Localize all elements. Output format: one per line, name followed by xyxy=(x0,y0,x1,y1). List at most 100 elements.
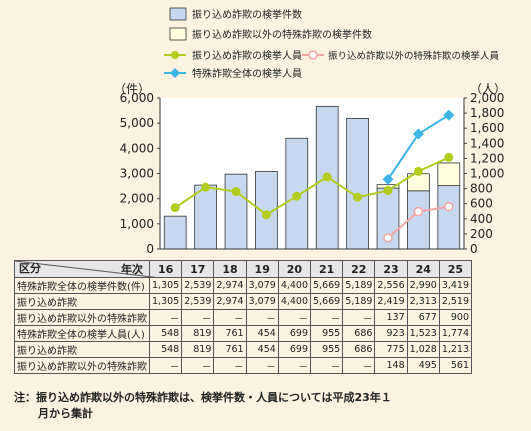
year-header: 16 xyxy=(148,260,183,278)
table-cell: 686 xyxy=(342,341,376,358)
other-arrests-point xyxy=(444,201,454,212)
table-cell: 4,400 xyxy=(277,277,312,294)
table-cell: 454 xyxy=(245,325,279,342)
furikome-arrests-point xyxy=(201,182,211,192)
table-cell: 1,305 xyxy=(148,293,183,310)
legend-label-furikome-cases: 振り込め詐欺の検挙件数 xyxy=(192,8,302,21)
table-cell: 775 xyxy=(374,341,408,358)
right-tick-label: 200 xyxy=(470,227,493,241)
table-cell: 955 xyxy=(310,341,344,358)
table-cell: 2,519 xyxy=(438,293,473,310)
table-cell: 2,990 xyxy=(406,277,440,294)
right-tick-label: 1,200 xyxy=(470,151,504,165)
year-header: 19 xyxy=(245,260,279,278)
right-tick-label: 0 xyxy=(470,242,478,256)
year-header: 20 xyxy=(277,260,312,278)
left-tick-label: 5,000 xyxy=(120,116,154,130)
indent-spacer xyxy=(14,357,15,374)
table-cell: 2,313 xyxy=(406,293,440,310)
table-cell: 2,974 xyxy=(213,293,247,310)
furikome-arrests-line xyxy=(174,156,450,216)
furikome-arrests-point xyxy=(383,185,393,195)
legend-marker-total-arrests xyxy=(170,68,180,78)
total-arrests-point xyxy=(382,173,394,185)
table-cell: 5,189 xyxy=(342,293,376,310)
right-tick-label: 1,000 xyxy=(470,167,504,181)
table-cell: 3,079 xyxy=(245,293,279,310)
year-header: 24 xyxy=(406,260,440,278)
left-tick-label: 0 xyxy=(146,242,154,256)
table-cell: 561 xyxy=(438,357,473,374)
right-tick-label: 600 xyxy=(470,197,493,211)
table-cell: 699 xyxy=(277,341,312,358)
table-cell: 148 xyxy=(374,357,408,374)
table-cell: 686 xyxy=(342,325,376,342)
table-cell: 923 xyxy=(374,325,408,342)
table-cell: － xyxy=(342,309,376,326)
bar-furikome xyxy=(224,173,248,250)
table-cell: 3,419 xyxy=(438,277,473,294)
table-cell: － xyxy=(213,309,247,326)
legend-swatch-furikome-cases xyxy=(169,7,187,21)
table-cell: 5,189 xyxy=(342,277,376,294)
table-row: 振り込め詐欺以外の特殊詐欺－－－－－－－ 148 495 561 xyxy=(14,357,473,374)
table-cell: － xyxy=(342,357,376,374)
year-header: 21 xyxy=(310,260,344,278)
legend-label-furikome-arrests: 振り込め詐欺の検挙人員 xyxy=(192,49,302,62)
table-cell: 548 xyxy=(148,325,183,342)
table-cell: 137 xyxy=(374,309,408,326)
legend-label-other-arrests: 振り込め詐欺以外の特殊詐欺の検挙人員 xyxy=(328,50,500,62)
table-cell: 5,669 xyxy=(310,293,344,310)
table-cell: 2,974 xyxy=(213,277,247,294)
legend-swatch-other-cases xyxy=(169,27,187,41)
left-tick-label: 4,000 xyxy=(120,141,154,155)
row-label: 特殊詐欺全体の検挙人員(人) xyxy=(14,325,150,342)
table-cell: － xyxy=(213,357,247,374)
corner-year-label: 年次 xyxy=(121,263,143,276)
table-cell: 3,079 xyxy=(245,277,279,294)
total-arrests-point xyxy=(443,109,455,121)
total-arrests-point xyxy=(412,128,424,140)
table-cell: 1,213 xyxy=(438,341,473,358)
table-cell: 1,523 xyxy=(406,325,440,342)
table-cell: 1,305 xyxy=(148,277,183,294)
left-axis-unit: （件） xyxy=(114,82,150,96)
table-row: 振り込め詐欺 1,305 2,539 2,974 3,079 4,400 5,669 5,18… xyxy=(14,293,473,310)
table-cell: 1,774 xyxy=(438,325,473,342)
furikome-arrests-point xyxy=(444,152,454,162)
legend-label-other-cases: 振り込め詐欺以外の特殊詐欺の検挙件数 xyxy=(192,28,372,41)
right-axis-unit: （人） xyxy=(470,82,506,96)
table-cell: 454 xyxy=(245,341,279,358)
table-row: 特殊詐欺全体の検挙件数(件) 1,305 2,539 2,974 3,079 4,400 5… xyxy=(14,277,473,294)
data-table: 区分 年次 16 17 18 19 20 21 22 23 24 25 特殊詐欺全体の検挙件数(件) 1,… xyxy=(14,260,473,374)
bar-furikome xyxy=(346,118,369,250)
furikome-arrests-point xyxy=(170,203,180,213)
table-cell: 5,669 xyxy=(310,277,344,294)
other-arrests-point xyxy=(383,233,393,243)
furikome-arrests-point xyxy=(353,192,363,202)
bar-furikome xyxy=(163,215,187,250)
table-cell: － xyxy=(181,309,215,326)
table-corner-cell: 区分 年次 xyxy=(14,260,161,278)
right-tick-label: 1,400 xyxy=(470,136,504,150)
bar-furikome xyxy=(437,185,461,250)
crime-chart: 01,0002,0003,0004,0005,0006,000020040060… xyxy=(114,7,506,256)
row-label: 特殊詐欺全体の検挙件数(件) xyxy=(14,277,150,294)
table-cell: 2,539 xyxy=(181,277,215,294)
left-tick-label: 6,000 xyxy=(120,91,154,105)
table-cell: 548 xyxy=(148,341,183,358)
footnote: 注：振り込め詐欺以外の特殊詐欺は、検挙件数・人員については平成23年１ 月から集… xyxy=(14,390,514,422)
row-label: 振り込め詐欺 xyxy=(15,293,150,310)
year-header: 23 xyxy=(374,260,408,278)
right-tick-label: 400 xyxy=(470,212,493,226)
table-cell: 1,028 xyxy=(406,341,440,358)
table-cell: 699 xyxy=(277,325,312,342)
corner-diagonal-line xyxy=(15,261,161,278)
year-header: 17 xyxy=(181,260,215,278)
table-cell: 495 xyxy=(406,357,440,374)
furikome-arrests-point xyxy=(231,187,241,197)
furikome-arrests-point xyxy=(292,191,302,201)
table-cell: － xyxy=(310,357,344,374)
table-cell: 900 xyxy=(438,309,473,326)
table-cell: － xyxy=(181,357,215,374)
